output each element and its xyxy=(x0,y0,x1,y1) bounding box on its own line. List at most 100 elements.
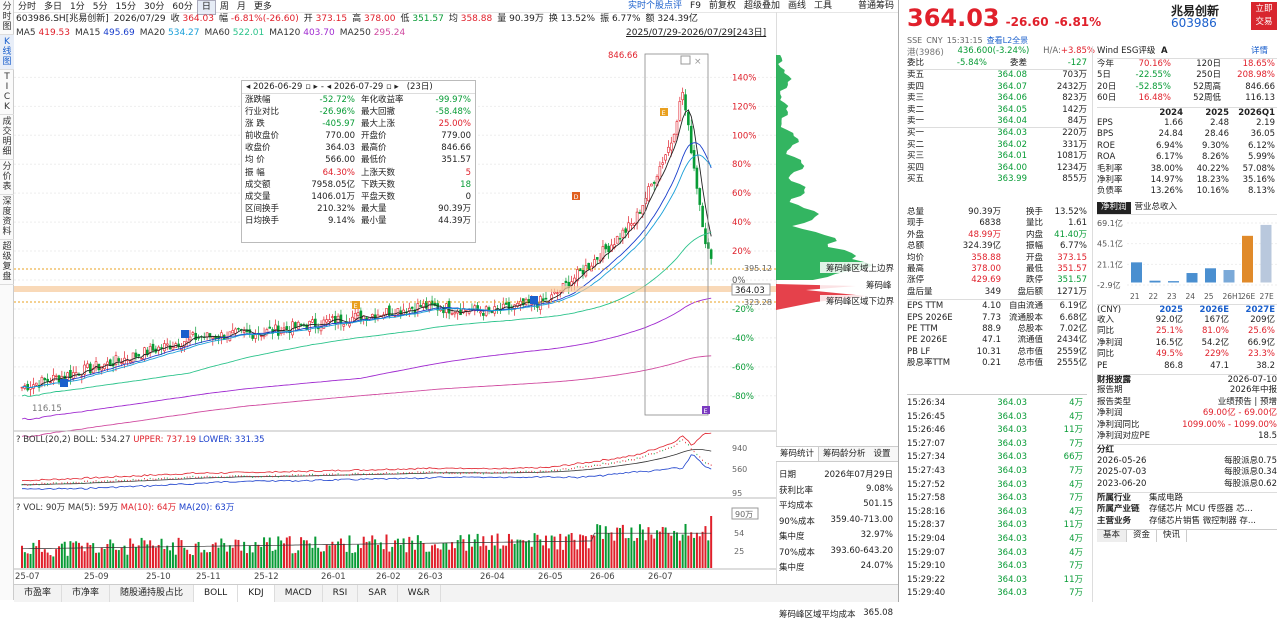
right-tab-2[interactable]: 快讯 xyxy=(1157,530,1187,542)
left-tab-0[interactable]: 分时图 xyxy=(0,0,14,35)
left-tab-4[interactable]: 分价表 xyxy=(0,160,14,195)
candle xyxy=(348,324,350,326)
vol-bar xyxy=(454,548,456,568)
profit-tab-0[interactable]: 净利润 xyxy=(1097,202,1131,214)
right-tab-0[interactable]: 基本 xyxy=(1097,530,1127,542)
vol-bar xyxy=(343,544,345,568)
profit-tab-1[interactable]: 营业总收入 xyxy=(1131,202,1182,214)
event-marker[interactable] xyxy=(530,296,538,304)
left-tab-5[interactable]: 深度资料 xyxy=(0,195,14,240)
trade-button[interactable]: 立即交易 xyxy=(1251,2,1277,30)
vol-bar xyxy=(602,539,604,568)
profit-cat: 26E xyxy=(1241,292,1256,301)
close-icon[interactable]: × xyxy=(694,57,702,67)
indicator-tab-1[interactable]: 市净率 xyxy=(62,585,110,602)
stat-header: ◂ 2026-06-29 ▫ ▸-◂ 2026-07-29 ▫ ▸(23日) xyxy=(242,81,475,94)
event-marker[interactable] xyxy=(60,379,68,387)
candle xyxy=(659,166,661,179)
info-vol: 量 90.39万 xyxy=(497,14,544,24)
chip-label-2: 筹码峰区域下边界 xyxy=(826,296,895,307)
vol-bar xyxy=(588,548,590,568)
stat-value: 9.14% xyxy=(293,215,355,227)
vol-bar xyxy=(126,555,128,568)
event-marker[interactable] xyxy=(181,330,189,338)
vol-bar xyxy=(679,541,681,568)
x-tick: 26-02 xyxy=(376,572,401,582)
stat-to[interactable]: ◂ 2026-07-29 ▫ ▸ xyxy=(327,82,399,92)
stat-value2: 18 xyxy=(423,179,471,191)
vol-bar xyxy=(286,538,288,568)
left-tab-6[interactable]: 超级复盘 xyxy=(0,240,14,285)
vol-bar xyxy=(220,539,222,568)
x-tick: 26-06 xyxy=(590,572,615,582)
candle xyxy=(297,322,299,329)
vol-bar xyxy=(272,551,274,568)
indicator-tab-6[interactable]: RSI xyxy=(323,585,359,602)
candle xyxy=(35,383,37,385)
info-amp: 振 6.77% xyxy=(600,14,640,24)
vol-bar xyxy=(30,554,32,568)
vol-bar xyxy=(485,546,487,568)
chip-tab-1[interactable]: 筹码龄分析 xyxy=(819,447,870,461)
last-price: 364.03 xyxy=(907,4,1000,32)
toolbar-action-2[interactable]: 前复权 xyxy=(705,0,740,13)
vol-bar xyxy=(81,546,83,568)
candle xyxy=(619,238,621,239)
indicator-tab-8[interactable]: W&R xyxy=(398,585,441,602)
left-tab-3[interactable]: 成交明细 xyxy=(0,115,14,160)
indicator-tab-4[interactable]: KDJ xyxy=(238,585,275,602)
profit-cat: 27E xyxy=(1260,292,1275,301)
candle xyxy=(326,320,328,323)
vol-bar xyxy=(61,544,63,568)
toolbar-action-0[interactable]: 实时个股点评 xyxy=(624,0,686,13)
vol-bar xyxy=(687,536,689,568)
indicator-tab-5[interactable]: MACD xyxy=(275,585,323,602)
stat-days: (23日) xyxy=(407,82,433,92)
candle xyxy=(687,112,689,125)
candle xyxy=(673,134,675,141)
vol-bar xyxy=(440,550,442,568)
indicator-tab-0[interactable]: 市盈率 xyxy=(14,585,62,602)
vol-bar xyxy=(297,550,299,568)
vol-bar xyxy=(92,543,94,568)
chip-tab-0[interactable]: 筹码统计 xyxy=(776,447,819,461)
candle xyxy=(235,329,237,333)
event-marker-label: D xyxy=(574,193,579,201)
indicator-tab-2[interactable]: 随股通持股占比 xyxy=(110,585,194,602)
vol-bar xyxy=(420,541,422,568)
stat-from[interactable]: ◂ 2026-06-29 ▫ ▸ xyxy=(246,82,318,92)
vol-bar xyxy=(556,549,558,568)
indicator-tab-3[interactable]: BOLL xyxy=(194,585,238,602)
vol-bar xyxy=(351,553,353,568)
chip-tab-2[interactable]: 设置 xyxy=(870,447,895,461)
indicator-tab-7[interactable]: SAR xyxy=(358,585,397,602)
toolbar-action-1[interactable]: F9 xyxy=(686,0,705,13)
candle xyxy=(47,379,49,381)
selection-box[interactable] xyxy=(645,54,708,415)
right-tab-1[interactable]: 资金 xyxy=(1127,530,1157,542)
